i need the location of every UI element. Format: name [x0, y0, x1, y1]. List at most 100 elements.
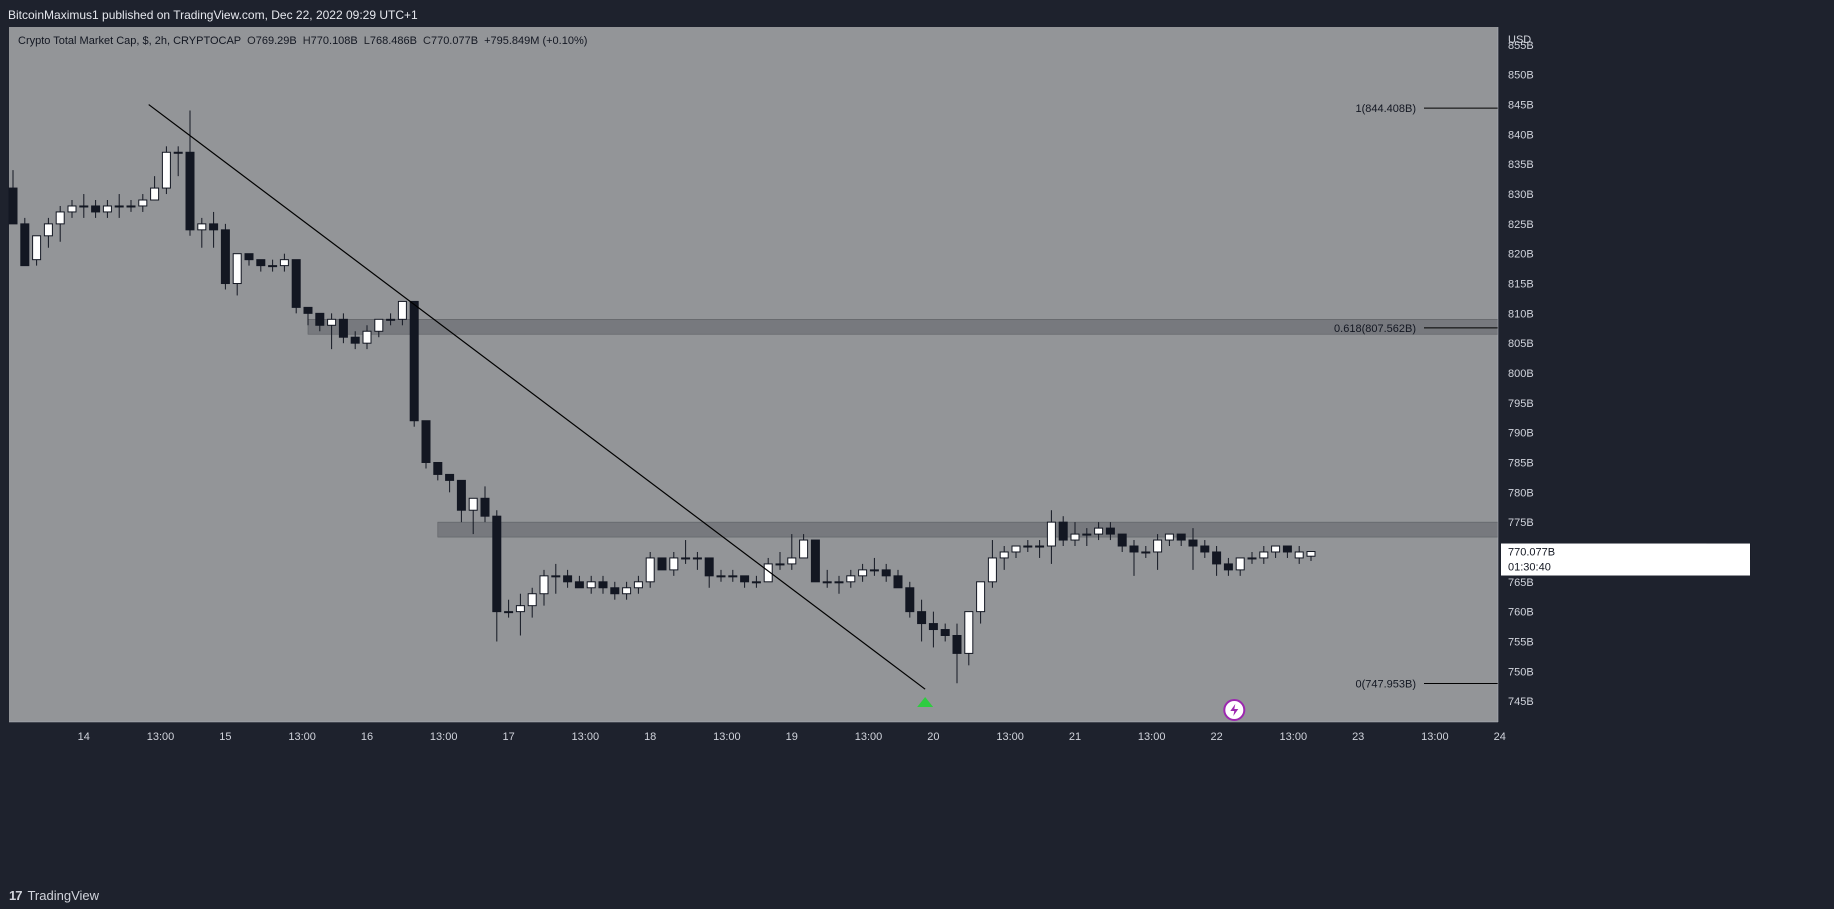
time-tick-label: 13:00: [1138, 731, 1166, 743]
bearish-candle: [1058, 521, 1068, 541]
price-tick-label: 850B: [1508, 70, 1534, 82]
bullish-candle: [1247, 557, 1257, 560]
time-tick-label: 13:00: [572, 731, 600, 743]
bullish-candle: [32, 235, 42, 261]
symbol-name: Crypto Total Market Cap, $, 2h, CRYPTOCA…: [18, 35, 242, 47]
time-tick-label: 23: [1352, 731, 1364, 743]
bearish-candle: [704, 557, 714, 577]
bullish-candle: [268, 265, 278, 268]
bullish-candle: [43, 223, 53, 237]
bearish-candle: [244, 253, 254, 261]
bullish-candle: [692, 557, 702, 560]
bullish-candle: [79, 205, 89, 208]
bearish-candle: [456, 479, 466, 511]
bearish-candle: [445, 473, 455, 481]
bearish-candle: [1188, 539, 1198, 547]
bullish-candle: [327, 318, 337, 326]
bearish-candle: [220, 229, 230, 285]
bullish-candle: [504, 611, 514, 614]
price-axis-background: [1498, 27, 1753, 845]
open-value: 769.29B: [255, 35, 297, 47]
price-tick-label: 825B: [1508, 219, 1534, 231]
bearish-candle: [492, 515, 502, 613]
bullish-candle: [55, 211, 65, 225]
bearish-candle: [350, 336, 360, 344]
price-tick-label: 800B: [1508, 368, 1534, 380]
bullish-candle: [1141, 551, 1151, 554]
bearish-candle: [1105, 527, 1115, 535]
bearish-candle: [1129, 545, 1139, 553]
bullish-candle: [138, 199, 148, 207]
bullish-candle: [681, 557, 691, 560]
bullish-candle: [551, 575, 561, 578]
bullish-candle: [1294, 551, 1304, 559]
time-tick-label: 22: [1210, 731, 1222, 743]
bullish-candle: [197, 223, 207, 231]
bullish-candle: [869, 569, 879, 572]
fib-level-label: 1(844.408B): [1355, 103, 1416, 115]
price-tick-label: 760B: [1508, 607, 1534, 619]
bearish-candle: [610, 587, 620, 595]
price-tick-label: 780B: [1508, 487, 1534, 499]
bearish-candle: [810, 539, 820, 583]
tradingview-logo-icon: 17: [9, 888, 23, 903]
bearish-candle: [940, 629, 950, 636]
bullish-candle: [468, 497, 478, 511]
bullish-candle: [1035, 545, 1045, 548]
time-tick-label: 13:00: [430, 731, 458, 743]
price-tick-label: 795B: [1508, 398, 1534, 410]
price-tick-label: 815B: [1508, 279, 1534, 291]
bullish-candle: [232, 253, 242, 285]
bullish-candle: [386, 318, 396, 321]
bearish-candle: [893, 575, 903, 589]
horizontal-zone: [307, 319, 1499, 335]
bearish-candle: [291, 259, 301, 308]
time-tick-label: 14: [78, 731, 90, 743]
bullish-candle: [1306, 551, 1316, 557]
bullish-candle: [102, 205, 112, 213]
bearish-candle: [20, 223, 30, 267]
bullish-candle: [362, 330, 372, 344]
bullish-candle: [976, 581, 986, 613]
bullish-candle: [539, 575, 549, 595]
bullish-candle: [822, 581, 832, 584]
bullish-candle: [799, 539, 809, 559]
bullish-candle: [586, 581, 596, 589]
bullish-candle: [114, 205, 124, 208]
bullish-candle: [728, 575, 738, 578]
change-value: +795.849M (+0.10%): [484, 35, 588, 47]
time-tick-label: 19: [786, 731, 798, 743]
fib-level-label: 0(747.953B): [1355, 679, 1416, 691]
bullish-candle: [126, 205, 136, 208]
bearish-candle: [421, 420, 431, 463]
bullish-candle: [987, 557, 997, 583]
low-value: 768.486B: [369, 35, 417, 47]
plot-background: [9, 27, 1753, 845]
time-tick-label: 24: [1494, 731, 1506, 743]
price-tick-label: 750B: [1508, 666, 1534, 678]
price-tick-label: 785B: [1508, 457, 1534, 469]
fibonacci-levels: 1(844.408B) 0.618(807.562B) 0(747.953B): [1334, 103, 1562, 691]
bearish-candle: [409, 300, 419, 422]
bullish-candle: [279, 259, 289, 267]
bullish-candle: [515, 605, 525, 613]
high-value: 770.108B: [310, 35, 358, 47]
time-tick-label: 13:00: [996, 731, 1024, 743]
close-label: C: [423, 35, 431, 47]
time-tick-label: 15: [219, 731, 231, 743]
price-tick-label: 775B: [1508, 517, 1534, 529]
brand-bar: 17 TradingView: [0, 881, 1834, 909]
bearish-candle: [315, 312, 325, 326]
bullish-candle: [633, 581, 643, 589]
bullish-candle: [834, 581, 844, 584]
close-value: 770.077B: [430, 35, 479, 47]
price-tick-label: 810B: [1508, 308, 1534, 320]
bearish-candle: [209, 223, 219, 231]
attribution-text: BitcoinMaximus1 published on TradingView…: [8, 8, 418, 22]
price-tick-label: 790B: [1508, 428, 1534, 440]
tradingview-logo[interactable]: 17 TradingView: [9, 888, 99, 903]
bearish-candle: [928, 623, 938, 631]
brand-name: TradingView: [27, 888, 100, 903]
downtrend-line: [148, 104, 926, 690]
